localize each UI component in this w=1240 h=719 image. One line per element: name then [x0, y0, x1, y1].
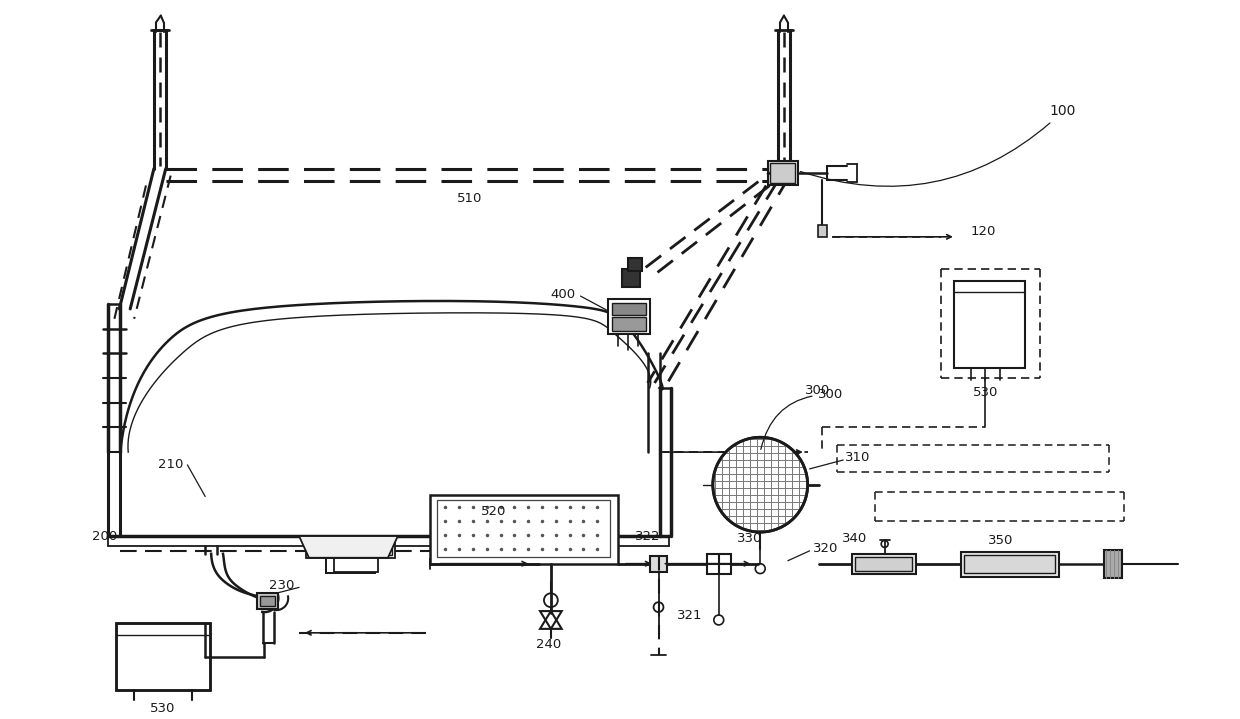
- Text: 240: 240: [536, 638, 562, 651]
- Text: 321: 321: [677, 608, 703, 621]
- Bar: [852, 554, 916, 574]
- Text: 510: 510: [458, 192, 482, 205]
- Text: 400: 400: [551, 288, 575, 301]
- Text: 300: 300: [805, 385, 830, 398]
- Text: 310: 310: [846, 451, 870, 464]
- Bar: [430, 495, 618, 564]
- Text: 330: 330: [737, 531, 761, 544]
- Bar: [608, 299, 650, 334]
- Text: 230: 230: [269, 579, 294, 592]
- Bar: [961, 552, 1059, 577]
- Text: 100: 100: [800, 104, 1076, 186]
- Bar: [768, 161, 797, 186]
- Text: 120: 120: [971, 225, 996, 239]
- Bar: [257, 593, 278, 609]
- Text: 530: 530: [972, 386, 998, 399]
- Bar: [613, 317, 646, 331]
- Bar: [817, 225, 827, 237]
- Text: 300: 300: [761, 388, 843, 449]
- Text: 322: 322: [635, 529, 661, 543]
- Text: 200: 200: [92, 529, 117, 543]
- Polygon shape: [299, 536, 398, 558]
- Text: 210: 210: [159, 459, 184, 472]
- Bar: [770, 162, 795, 183]
- Bar: [117, 623, 211, 690]
- Bar: [326, 558, 374, 572]
- Text: 520: 520: [481, 505, 506, 518]
- Bar: [334, 558, 378, 572]
- Text: 350: 350: [987, 534, 1013, 547]
- Bar: [707, 554, 730, 574]
- Bar: [856, 557, 913, 571]
- Bar: [259, 596, 275, 606]
- Bar: [963, 555, 1054, 572]
- Bar: [622, 270, 640, 287]
- Bar: [309, 539, 392, 555]
- Bar: [650, 556, 667, 572]
- Bar: [627, 257, 642, 271]
- Bar: [438, 500, 610, 557]
- Bar: [306, 536, 394, 558]
- Text: 340: 340: [842, 531, 868, 544]
- Circle shape: [713, 437, 807, 532]
- Bar: [954, 281, 1025, 368]
- Text: 530: 530: [150, 702, 176, 715]
- Bar: [1104, 550, 1122, 577]
- Text: 320: 320: [812, 542, 838, 555]
- Bar: [613, 303, 646, 315]
